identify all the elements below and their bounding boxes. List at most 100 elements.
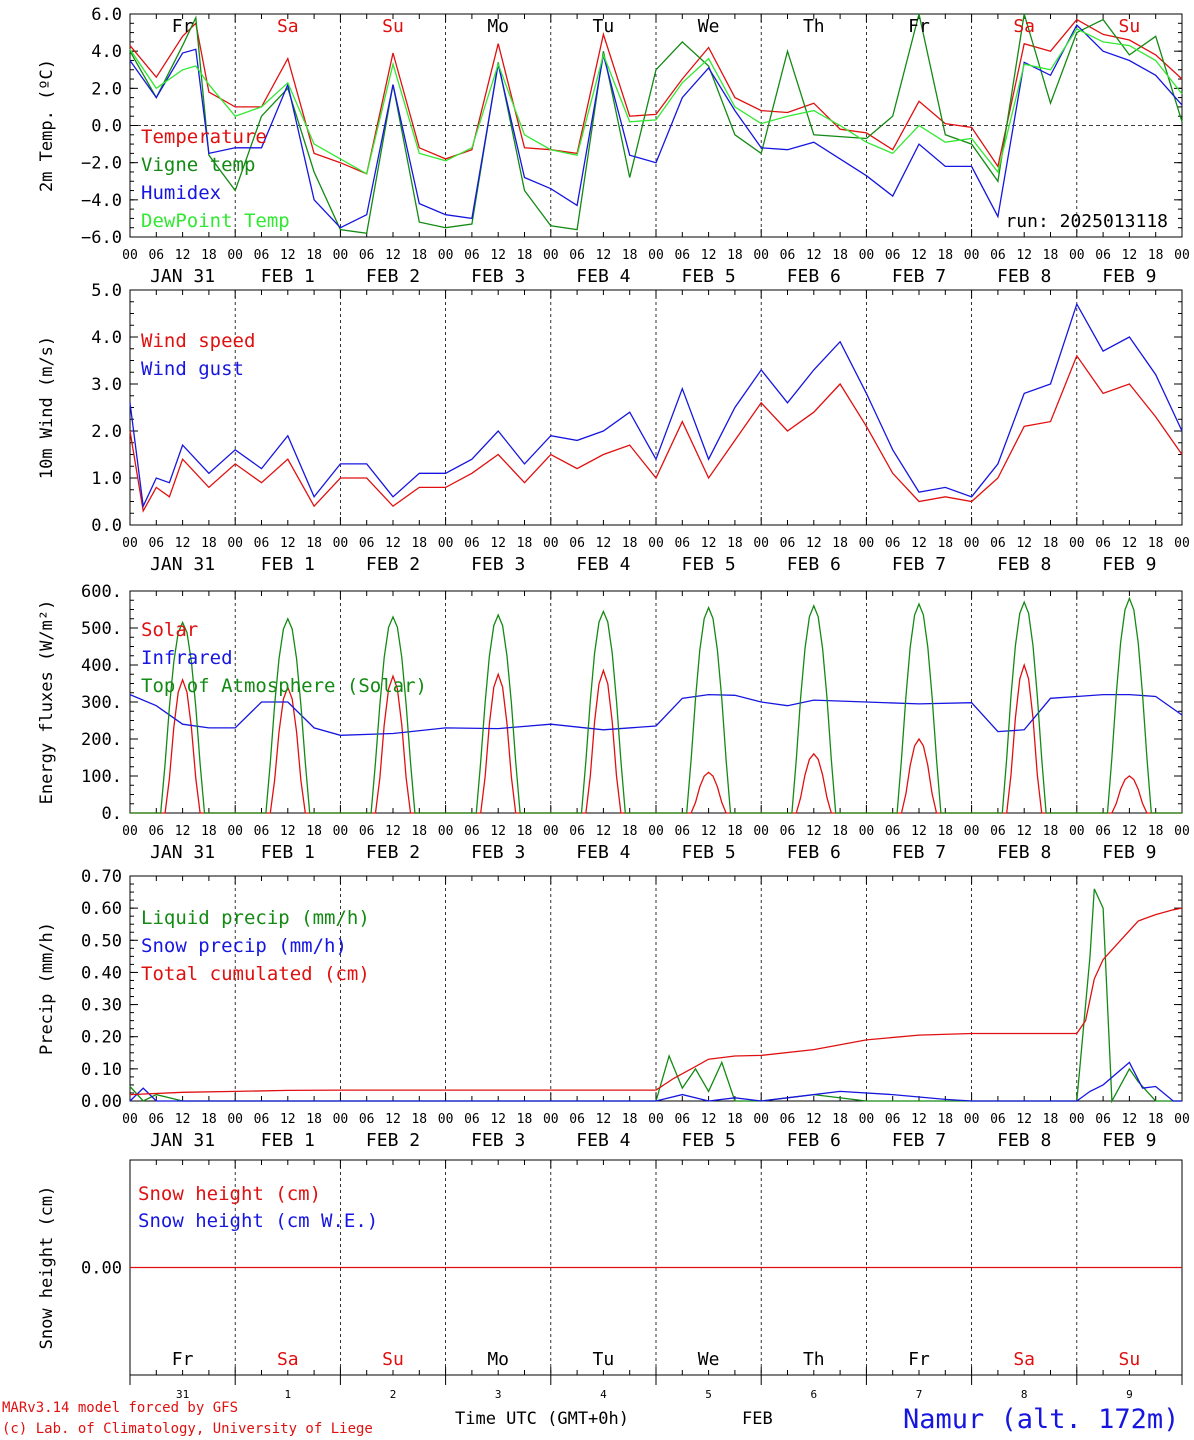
date-label: FEB 9	[1102, 554, 1156, 575]
hour-label: 06	[254, 248, 270, 263]
date-label: FEB 2	[366, 1130, 420, 1151]
hour-label: 18	[306, 248, 322, 263]
hour-label: 18	[937, 824, 953, 839]
hour-label: 00	[122, 536, 138, 551]
hour-label: 12	[1122, 1112, 1138, 1127]
hour-label: 06	[674, 824, 690, 839]
y-tick-label: 0.40	[81, 963, 122, 983]
weekday-label: Sa	[1013, 1349, 1035, 1370]
y-tick-label: 0.	[102, 804, 122, 824]
hour-label: 18	[411, 248, 427, 263]
legend-entry: Top of Atmosphere (Solar)	[141, 675, 427, 697]
hour-label: 12	[911, 1112, 927, 1127]
hour-label: 06	[569, 824, 585, 839]
hour-label: 12	[490, 248, 506, 263]
y-tick-label: 200.	[81, 730, 122, 750]
date-label: FEB 6	[787, 1130, 841, 1151]
y-tick-label: 0.60	[81, 899, 122, 919]
date-label: FEB 4	[576, 842, 630, 863]
hour-label: 18	[622, 536, 638, 551]
legend-entry: Vigne temp	[141, 154, 255, 176]
hour-label: 06	[1095, 824, 1111, 839]
month-label: FEB	[742, 1409, 773, 1429]
weekday-label: Su	[1119, 1349, 1141, 1370]
hour-label: 00	[227, 1112, 243, 1127]
hour-label: 00	[1174, 1112, 1190, 1127]
hour-label: 06	[148, 248, 164, 263]
date-label: FEB 7	[892, 1130, 946, 1151]
hour-label: 06	[780, 536, 796, 551]
date-label: FEB 2	[366, 842, 420, 863]
hour-label: 12	[806, 824, 822, 839]
hour-label: 00	[438, 248, 454, 263]
y-tick-label: 3.0	[91, 375, 122, 395]
hour-label: 00	[1174, 824, 1190, 839]
weekday-label: We	[698, 16, 720, 37]
hour-label: 12	[175, 536, 191, 551]
day-number: 31	[176, 1388, 189, 1401]
weekday-label: Sa	[277, 16, 299, 37]
y-axis-label: Energy fluxes (W/m²)	[37, 600, 57, 805]
time-axis-label: Time UTC (GMT+0h)	[455, 1409, 629, 1429]
hour-label: 00	[964, 1112, 980, 1127]
hour-label: 12	[596, 824, 612, 839]
date-label: JAN 31	[150, 266, 215, 287]
hour-label: 12	[280, 536, 296, 551]
y-tick-label: −6.0	[81, 228, 122, 248]
hour-label: 06	[148, 824, 164, 839]
hour-label: 18	[517, 824, 533, 839]
hour-label: 12	[596, 1112, 612, 1127]
y-tick-label: 2.0	[91, 79, 122, 99]
hour-label: 18	[201, 824, 217, 839]
legend-entry: DewPoint Temp	[141, 210, 290, 232]
hour-label: 18	[1043, 824, 1059, 839]
hour-label: 00	[648, 1112, 664, 1127]
weekday-label: Tu	[593, 1349, 615, 1370]
weekday-label: Th	[803, 16, 825, 37]
y-tick-label: 0.30	[81, 996, 122, 1016]
y-tick-label: 0.0	[91, 516, 122, 536]
model-credit: MARv3.14 model forced by GFS	[2, 1400, 238, 1416]
date-label: FEB 8	[997, 554, 1051, 575]
hour-label: 12	[701, 536, 717, 551]
date-label: JAN 31	[150, 842, 215, 863]
hour-label: 06	[569, 536, 585, 551]
legend-entry: Snow height (cm)	[138, 1183, 321, 1205]
series-line-temperature	[129, 18, 1183, 175]
hour-label: 06	[464, 536, 480, 551]
hour-label: 12	[385, 536, 401, 551]
legend-entry: Snow height (cm W.E.)	[138, 1210, 378, 1232]
hour-label: 00	[648, 248, 664, 263]
y-tick-label: −4.0	[81, 191, 122, 211]
hour-label: 00	[122, 824, 138, 839]
y-tick-label: 0.00	[81, 1259, 122, 1279]
hour-label: 18	[727, 536, 743, 551]
hour-label: 18	[832, 248, 848, 263]
date-label: FEB 9	[1102, 266, 1156, 287]
date-label: FEB 3	[471, 1130, 525, 1151]
hour-label: 06	[254, 1112, 270, 1127]
hour-label: 12	[1122, 824, 1138, 839]
date-label: FEB 7	[892, 842, 946, 863]
weekday-label: Su	[382, 1349, 404, 1370]
hour-label: 18	[622, 824, 638, 839]
hour-label: 00	[648, 536, 664, 551]
hour-label: 06	[780, 824, 796, 839]
day-number: 5	[705, 1388, 712, 1401]
hour-label: 12	[385, 1112, 401, 1127]
hour-label: 18	[201, 536, 217, 551]
hour-label: 00	[122, 1112, 138, 1127]
date-label: FEB 3	[471, 554, 525, 575]
hour-label: 06	[569, 248, 585, 263]
hour-label: 18	[937, 1112, 953, 1127]
series-line-total-cumulated-cm-	[129, 907, 1183, 1096]
hour-label: 00	[227, 824, 243, 839]
date-label: FEB 2	[366, 554, 420, 575]
hour-label: 00	[964, 248, 980, 263]
hour-label: 12	[911, 824, 927, 839]
hour-label: 00	[438, 1112, 454, 1127]
hour-label: 06	[1095, 248, 1111, 263]
hour-label: 00	[333, 536, 349, 551]
day-number: 7	[916, 1388, 923, 1401]
weekday-label: Mo	[487, 1349, 509, 1370]
